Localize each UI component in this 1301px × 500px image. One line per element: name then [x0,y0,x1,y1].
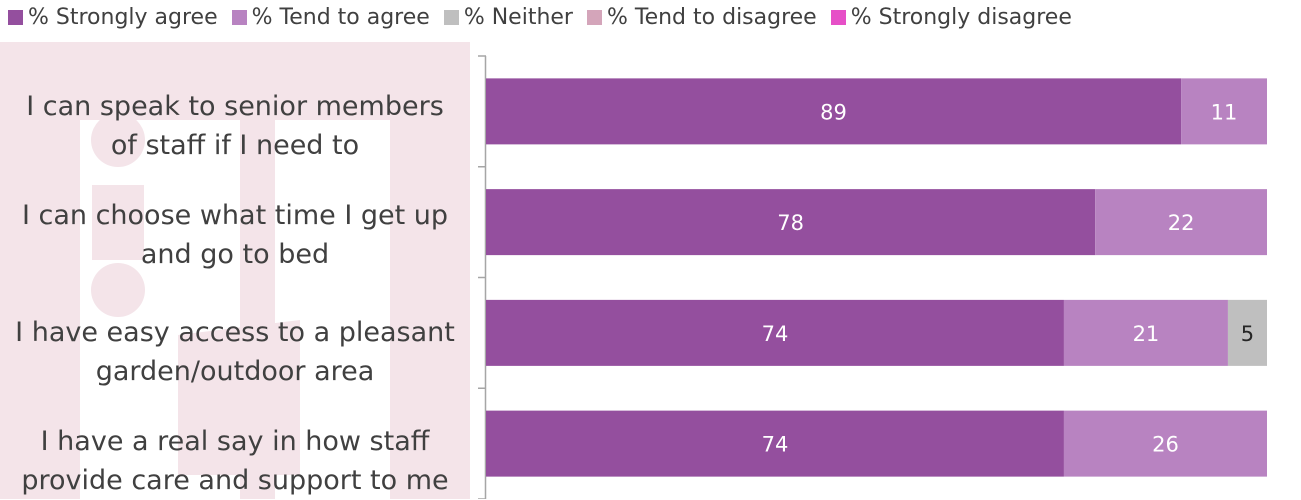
background-watermark-logo [0,42,470,499]
bar-segment [486,410,1064,477]
category-label-line: provide care and support to me [21,465,449,496]
category-label-line: of staff if I need to [110,130,360,161]
category-label-line: I have easy access to a pleasant [15,317,455,348]
bar-value-label: 74 [762,433,789,457]
category-label-line: I can choose what time I get up [21,200,449,231]
bar-segment [1181,78,1267,145]
bar-value-label: 89 [820,100,847,124]
legend-swatch [586,10,602,25]
legend-label: % Neither [463,5,573,30]
bar-segment [486,78,1182,145]
legend-label: % Strongly disagree [850,5,1072,30]
bar-value-label: 22 [1168,211,1195,235]
legend-item: % Neither [443,5,573,30]
legend-swatch [443,10,459,25]
legend-item: % Tend to disagree [586,5,817,30]
category-label-line: and go to bed [140,239,330,270]
bar-segment [1063,410,1267,477]
bar-value-label: 21 [1133,322,1160,346]
legend-item: % Strongly disagree [830,5,1072,30]
legend-swatch [8,10,23,25]
chart-legend: % Strongly agree % Tend to agree % Neither… [8,5,1297,30]
legend-label: % Tend to agree [251,5,430,30]
legend-swatch [830,10,846,25]
bar-segment [486,189,1096,256]
bar-segment [486,299,1064,366]
bar-value-label: 78 [777,211,804,235]
bar-segment [1095,189,1267,256]
category-label-line: I can speak to senior members [26,91,444,122]
legend-label: % Tend to disagree [606,5,817,30]
legend-item: % Strongly agree [8,5,218,30]
bar-value-label: 74 [762,322,789,346]
bar-segment [1063,299,1228,366]
bar-segment [1227,299,1267,366]
category-label-speak-to-senior: I can speak to senior members of staff i… [0,87,470,165]
legend-label: % Strongly agree [28,5,218,30]
bar-value-label: 11 [1211,100,1238,124]
category-label-real-say: I have a real say in how staff provide c… [0,422,470,500]
category-label-line: garden/outdoor area [95,356,375,387]
category-label-line: I have a real say in how staff [40,426,430,457]
bar-value-label: 5 [1241,322,1254,346]
bar-value-label: 26 [1152,433,1179,457]
category-label-garden-access: I have easy access to a pleasant garden/… [0,313,470,391]
category-label-choose-time: I can choose what time I get up and go t… [0,196,470,274]
legend-item: % Tend to agree [231,5,430,30]
legend-swatch [231,10,247,25]
